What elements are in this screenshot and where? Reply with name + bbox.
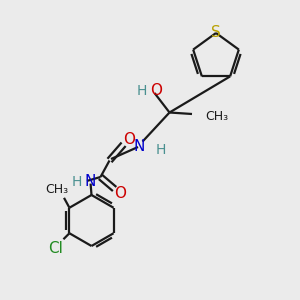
Text: Cl: Cl [49,241,63,256]
Text: CH₃: CH₃ [45,183,68,196]
Text: O: O [124,132,136,147]
Text: O: O [115,186,127,201]
Text: H: H [137,84,147,98]
Text: N: N [85,174,96,189]
Text: O: O [150,83,162,98]
Text: CH₃: CH₃ [206,110,229,123]
Text: N: N [134,139,145,154]
Text: H: H [72,175,82,189]
Text: S: S [211,25,221,40]
Text: H: H [155,143,166,157]
